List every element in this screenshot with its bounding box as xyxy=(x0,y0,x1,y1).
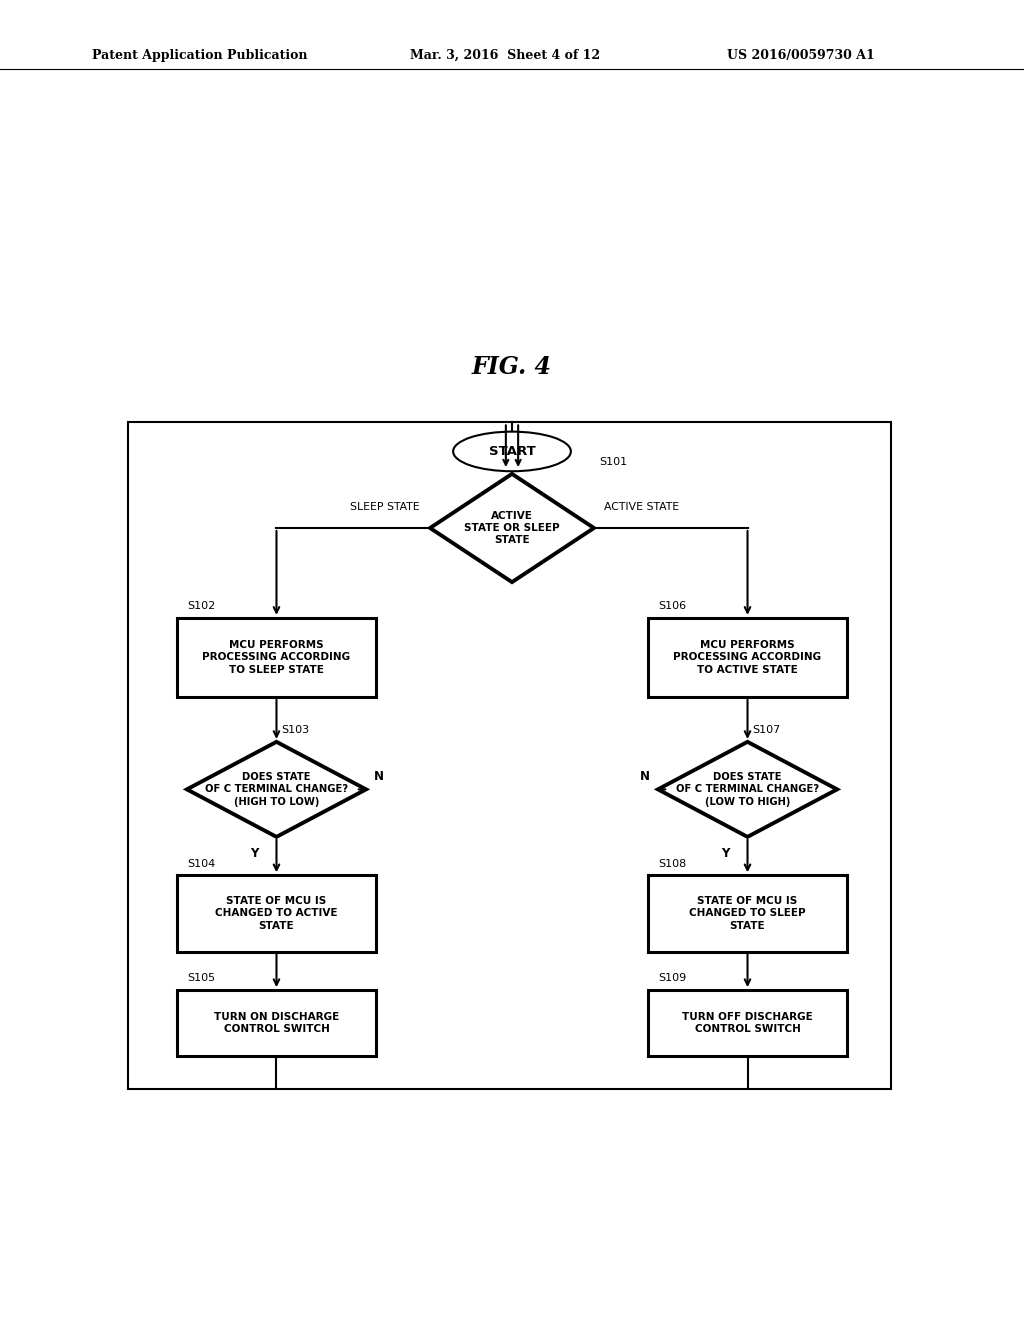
Bar xyxy=(647,990,847,1056)
Bar xyxy=(128,422,891,1089)
Text: S103: S103 xyxy=(282,725,309,735)
Text: STATE OF MCU IS
CHANGED TO SLEEP
STATE: STATE OF MCU IS CHANGED TO SLEEP STATE xyxy=(689,896,806,931)
Polygon shape xyxy=(657,742,838,837)
Text: MCU PERFORMS
PROCESSING ACCORDING
TO SLEEP STATE: MCU PERFORMS PROCESSING ACCORDING TO SLE… xyxy=(203,640,350,675)
Text: STATE OF MCU IS
CHANGED TO ACTIVE
STATE: STATE OF MCU IS CHANGED TO ACTIVE STATE xyxy=(215,896,338,931)
Text: FIG. 4: FIG. 4 xyxy=(472,355,552,379)
Text: Mar. 3, 2016  Sheet 4 of 12: Mar. 3, 2016 Sheet 4 of 12 xyxy=(410,49,600,62)
Bar xyxy=(647,875,847,952)
Text: ACTIVE
STATE OR SLEEP
STATE: ACTIVE STATE OR SLEEP STATE xyxy=(464,511,560,545)
Text: S108: S108 xyxy=(657,858,686,869)
Text: DOES STATE
OF C TERMINAL CHANGE?
(LOW TO HIGH): DOES STATE OF C TERMINAL CHANGE? (LOW TO… xyxy=(676,772,819,807)
Text: S106: S106 xyxy=(657,601,686,611)
Polygon shape xyxy=(430,474,594,582)
Text: S109: S109 xyxy=(657,973,686,983)
Text: S104: S104 xyxy=(187,858,215,869)
Text: TURN OFF DISCHARGE
CONTROL SWITCH: TURN OFF DISCHARGE CONTROL SWITCH xyxy=(682,1012,813,1034)
Text: START: START xyxy=(488,445,536,458)
Text: ACTIVE STATE: ACTIVE STATE xyxy=(604,502,679,512)
Bar xyxy=(647,618,847,697)
Text: S102: S102 xyxy=(187,601,215,611)
Polygon shape xyxy=(187,742,367,837)
Text: S105: S105 xyxy=(187,973,215,983)
Text: US 2016/0059730 A1: US 2016/0059730 A1 xyxy=(727,49,874,62)
Text: N: N xyxy=(375,770,384,783)
Text: Patent Application Publication: Patent Application Publication xyxy=(92,49,307,62)
Text: S107: S107 xyxy=(753,725,781,735)
Text: TURN ON DISCHARGE
CONTROL SWITCH: TURN ON DISCHARGE CONTROL SWITCH xyxy=(214,1012,339,1034)
Text: SLEEP STATE: SLEEP STATE xyxy=(350,502,420,512)
Text: Y: Y xyxy=(721,847,729,861)
Text: S101: S101 xyxy=(599,457,627,467)
Text: N: N xyxy=(640,770,649,783)
Text: DOES STATE
OF C TERMINAL CHANGE?
(HIGH TO LOW): DOES STATE OF C TERMINAL CHANGE? (HIGH T… xyxy=(205,772,348,807)
Text: MCU PERFORMS
PROCESSING ACCORDING
TO ACTIVE STATE: MCU PERFORMS PROCESSING ACCORDING TO ACT… xyxy=(674,640,821,675)
Bar xyxy=(177,990,377,1056)
Text: Y: Y xyxy=(250,847,258,861)
Bar xyxy=(177,875,377,952)
Bar xyxy=(177,618,377,697)
Ellipse shape xyxy=(453,432,571,471)
